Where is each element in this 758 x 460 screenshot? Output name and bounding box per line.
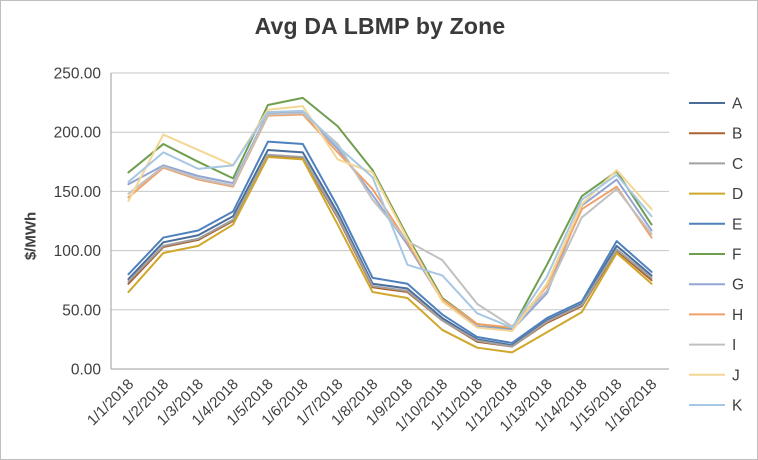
legend-item-J[interactable]: J	[689, 367, 740, 384]
legend-label-H: H	[732, 307, 743, 324]
legend-label-K: K	[732, 398, 743, 415]
series-line-A[interactable]	[127, 148, 653, 347]
legend-item-K[interactable]: K	[689, 398, 743, 415]
series-line-J[interactable]	[127, 105, 653, 333]
legend-label-B: B	[732, 126, 742, 143]
series-line-B[interactable]	[127, 154, 653, 348]
y-tick-label: 250.00	[54, 66, 102, 83]
series-line-F[interactable]	[127, 96, 653, 330]
series-line-E[interactable]	[127, 140, 653, 344]
legend-label-A: A	[732, 96, 743, 113]
legend-label-E: E	[732, 216, 742, 233]
legend-label-D: D	[732, 186, 743, 203]
series-line-H[interactable]	[127, 113, 653, 329]
y-tick-label: 200.00	[54, 125, 102, 142]
legend-item-I[interactable]: I	[689, 337, 736, 354]
legend-item-E[interactable]: E	[689, 216, 742, 233]
y-tick-label: 150.00	[54, 184, 102, 201]
legend-label-C: C	[732, 156, 743, 173]
legend-item-D[interactable]: D	[689, 186, 743, 203]
y-tick-label: 100.00	[54, 243, 102, 260]
legend-label-F: F	[732, 247, 741, 264]
y-tick-label: 50.00	[62, 302, 101, 319]
series-line-D[interactable]	[127, 156, 653, 354]
y-tick-label: 0.00	[71, 362, 102, 379]
legend-item-B[interactable]: B	[689, 126, 742, 143]
chart-title: Avg DA LBMP by Zone	[254, 13, 506, 39]
legend-item-G[interactable]: G	[689, 277, 744, 294]
legend-label-J: J	[732, 367, 740, 384]
legend-item-H[interactable]: H	[689, 307, 743, 324]
legend-label-I: I	[732, 337, 736, 354]
series-line-C[interactable]	[127, 153, 653, 348]
legend-item-F[interactable]: F	[689, 247, 741, 264]
legend-label-G: G	[732, 277, 744, 294]
legend-item-A[interactable]: A	[689, 96, 743, 113]
legend-item-C[interactable]: C	[689, 156, 743, 173]
series-line-K[interactable]	[127, 109, 653, 329]
